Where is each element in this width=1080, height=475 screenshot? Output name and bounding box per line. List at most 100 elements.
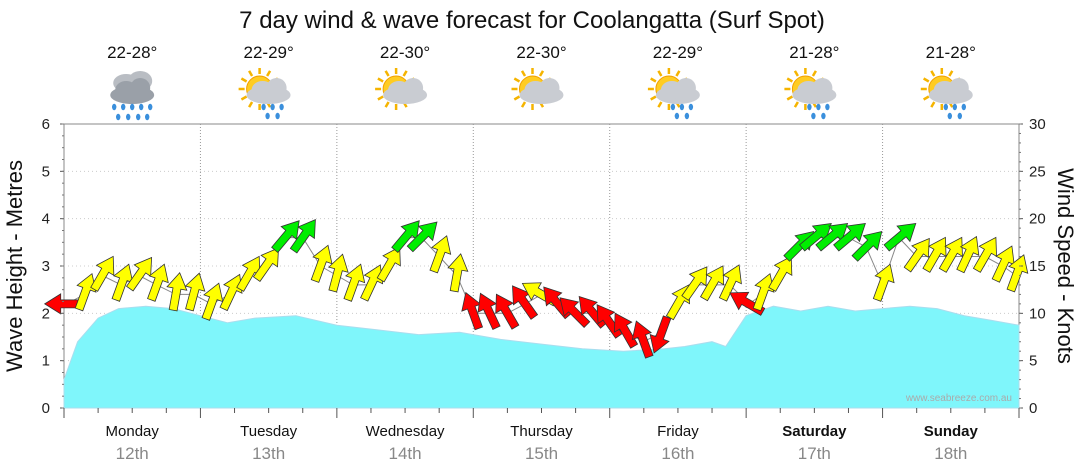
day-name-label: Thursday [510, 423, 573, 440]
raindrop [807, 103, 812, 111]
day-date-label: 18th [934, 444, 967, 463]
left-tick-label: 3 [42, 258, 50, 275]
sun-ray [513, 95, 521, 101]
day-labels: Monday 12th Tuesday 13th Wednesday 14th Thursd… [106, 423, 979, 463]
right-tick-label: 25 [1029, 163, 1046, 180]
temperature-range: 22-28° [107, 43, 157, 62]
raindrop [943, 103, 948, 111]
temperature-range: 22-29° [244, 43, 294, 62]
raindrop [688, 103, 694, 111]
sun-ray [811, 70, 817, 77]
sun-rain-icon [647, 68, 700, 120]
wind-arrow [310, 244, 333, 283]
sun-ray [786, 77, 794, 83]
right-axis-title: Wind Speed - Knots [1053, 168, 1078, 364]
raindrop [670, 103, 676, 111]
wind-arrow [376, 246, 401, 283]
wind-arrow [631, 320, 654, 359]
sun-ray [377, 77, 384, 83]
wind-arrow [166, 271, 188, 312]
wind-arrow [922, 236, 947, 273]
raindrop [825, 103, 830, 111]
sun-ray [520, 70, 527, 77]
sun-ray [657, 70, 663, 77]
wind-arrow [649, 315, 672, 354]
sun-ray [377, 95, 384, 101]
day-date-label: 12th [116, 444, 149, 463]
day-date-label: 17th [798, 444, 831, 463]
wind-arrow [429, 235, 452, 274]
sun-ray [384, 101, 390, 108]
raindrop [947, 112, 952, 120]
right-tick-label: 15 [1029, 258, 1046, 275]
left-tick-label: 4 [42, 211, 50, 228]
right-tick-label: 30 [1029, 116, 1046, 133]
left-tick-label: 1 [42, 353, 50, 370]
sun-ray [930, 101, 936, 108]
temperature-range: 21-28° [789, 43, 839, 62]
raindrop [112, 103, 117, 111]
sun-ray [513, 77, 521, 83]
wind-arrow [360, 264, 384, 302]
raindrop [816, 103, 821, 111]
wind-arrow [699, 265, 725, 302]
sun-ray [922, 95, 930, 101]
cloud-puff [130, 78, 151, 98]
sun-rain-icon [920, 68, 973, 120]
day-name-label: Saturday [782, 423, 847, 440]
left-tick-label: 6 [42, 116, 50, 133]
raindrop [261, 103, 266, 111]
wind-arrow [681, 266, 708, 301]
wind-arrow [406, 221, 438, 253]
wind-arrow [938, 236, 963, 273]
day-name-label: Monday [106, 423, 160, 440]
raindrop [130, 103, 135, 111]
day-name-label: Tuesday [240, 423, 297, 440]
sun-ray [266, 70, 272, 77]
wind-arrow [851, 231, 883, 262]
wind-arrow [343, 263, 366, 302]
raindrop [679, 103, 685, 111]
axes: 0 1 2 3 4 5 6 0 5 10 15 20 25 30 [42, 116, 1046, 418]
sun-ray [793, 70, 799, 77]
chart-title: 7 day wind & wave forecast for Coolangat… [239, 7, 825, 34]
sun-cloud-icon [511, 68, 564, 110]
sun-cloud-icon [375, 68, 428, 110]
day-date-label: 16th [661, 444, 694, 463]
day-name-label: Friday [657, 423, 699, 440]
raindrop [957, 112, 962, 120]
sun-ray [675, 70, 681, 77]
left-tick-label: 2 [42, 305, 50, 322]
sun-ray [402, 70, 408, 77]
cloud-puff [675, 78, 696, 98]
left-tick-label: 5 [42, 163, 50, 180]
watermark: www.seabreeze.com.au [905, 393, 1012, 404]
wind-arrow [752, 273, 775, 312]
cloud-puff [812, 78, 833, 98]
wind-arrow [956, 235, 980, 274]
sun-ray [657, 101, 663, 108]
raindrop [952, 103, 957, 111]
rain-cloud-icon [110, 71, 155, 121]
temperature-range: 22-29° [653, 43, 703, 62]
wind-arrow [614, 312, 639, 349]
sun-ray [930, 70, 936, 77]
right-tick-label: 0 [1029, 400, 1037, 417]
wind-arrow [872, 263, 895, 302]
cloud-puff [948, 78, 969, 98]
raindrop [279, 103, 284, 111]
sun-ray [650, 95, 657, 101]
cloud-puff [403, 78, 424, 98]
left-tick-label: 0 [42, 400, 50, 417]
wind-arrow [147, 263, 169, 302]
wind-arrow [883, 222, 917, 252]
wind-arrow [219, 273, 243, 312]
wind-arrow [718, 264, 742, 302]
sun-rain-icon [238, 68, 291, 120]
day-date-label: 13th [252, 444, 285, 463]
temperature-range: 22-30° [516, 43, 566, 62]
raindrop [148, 103, 153, 111]
raindrop [116, 113, 121, 121]
raindrop [126, 113, 131, 121]
